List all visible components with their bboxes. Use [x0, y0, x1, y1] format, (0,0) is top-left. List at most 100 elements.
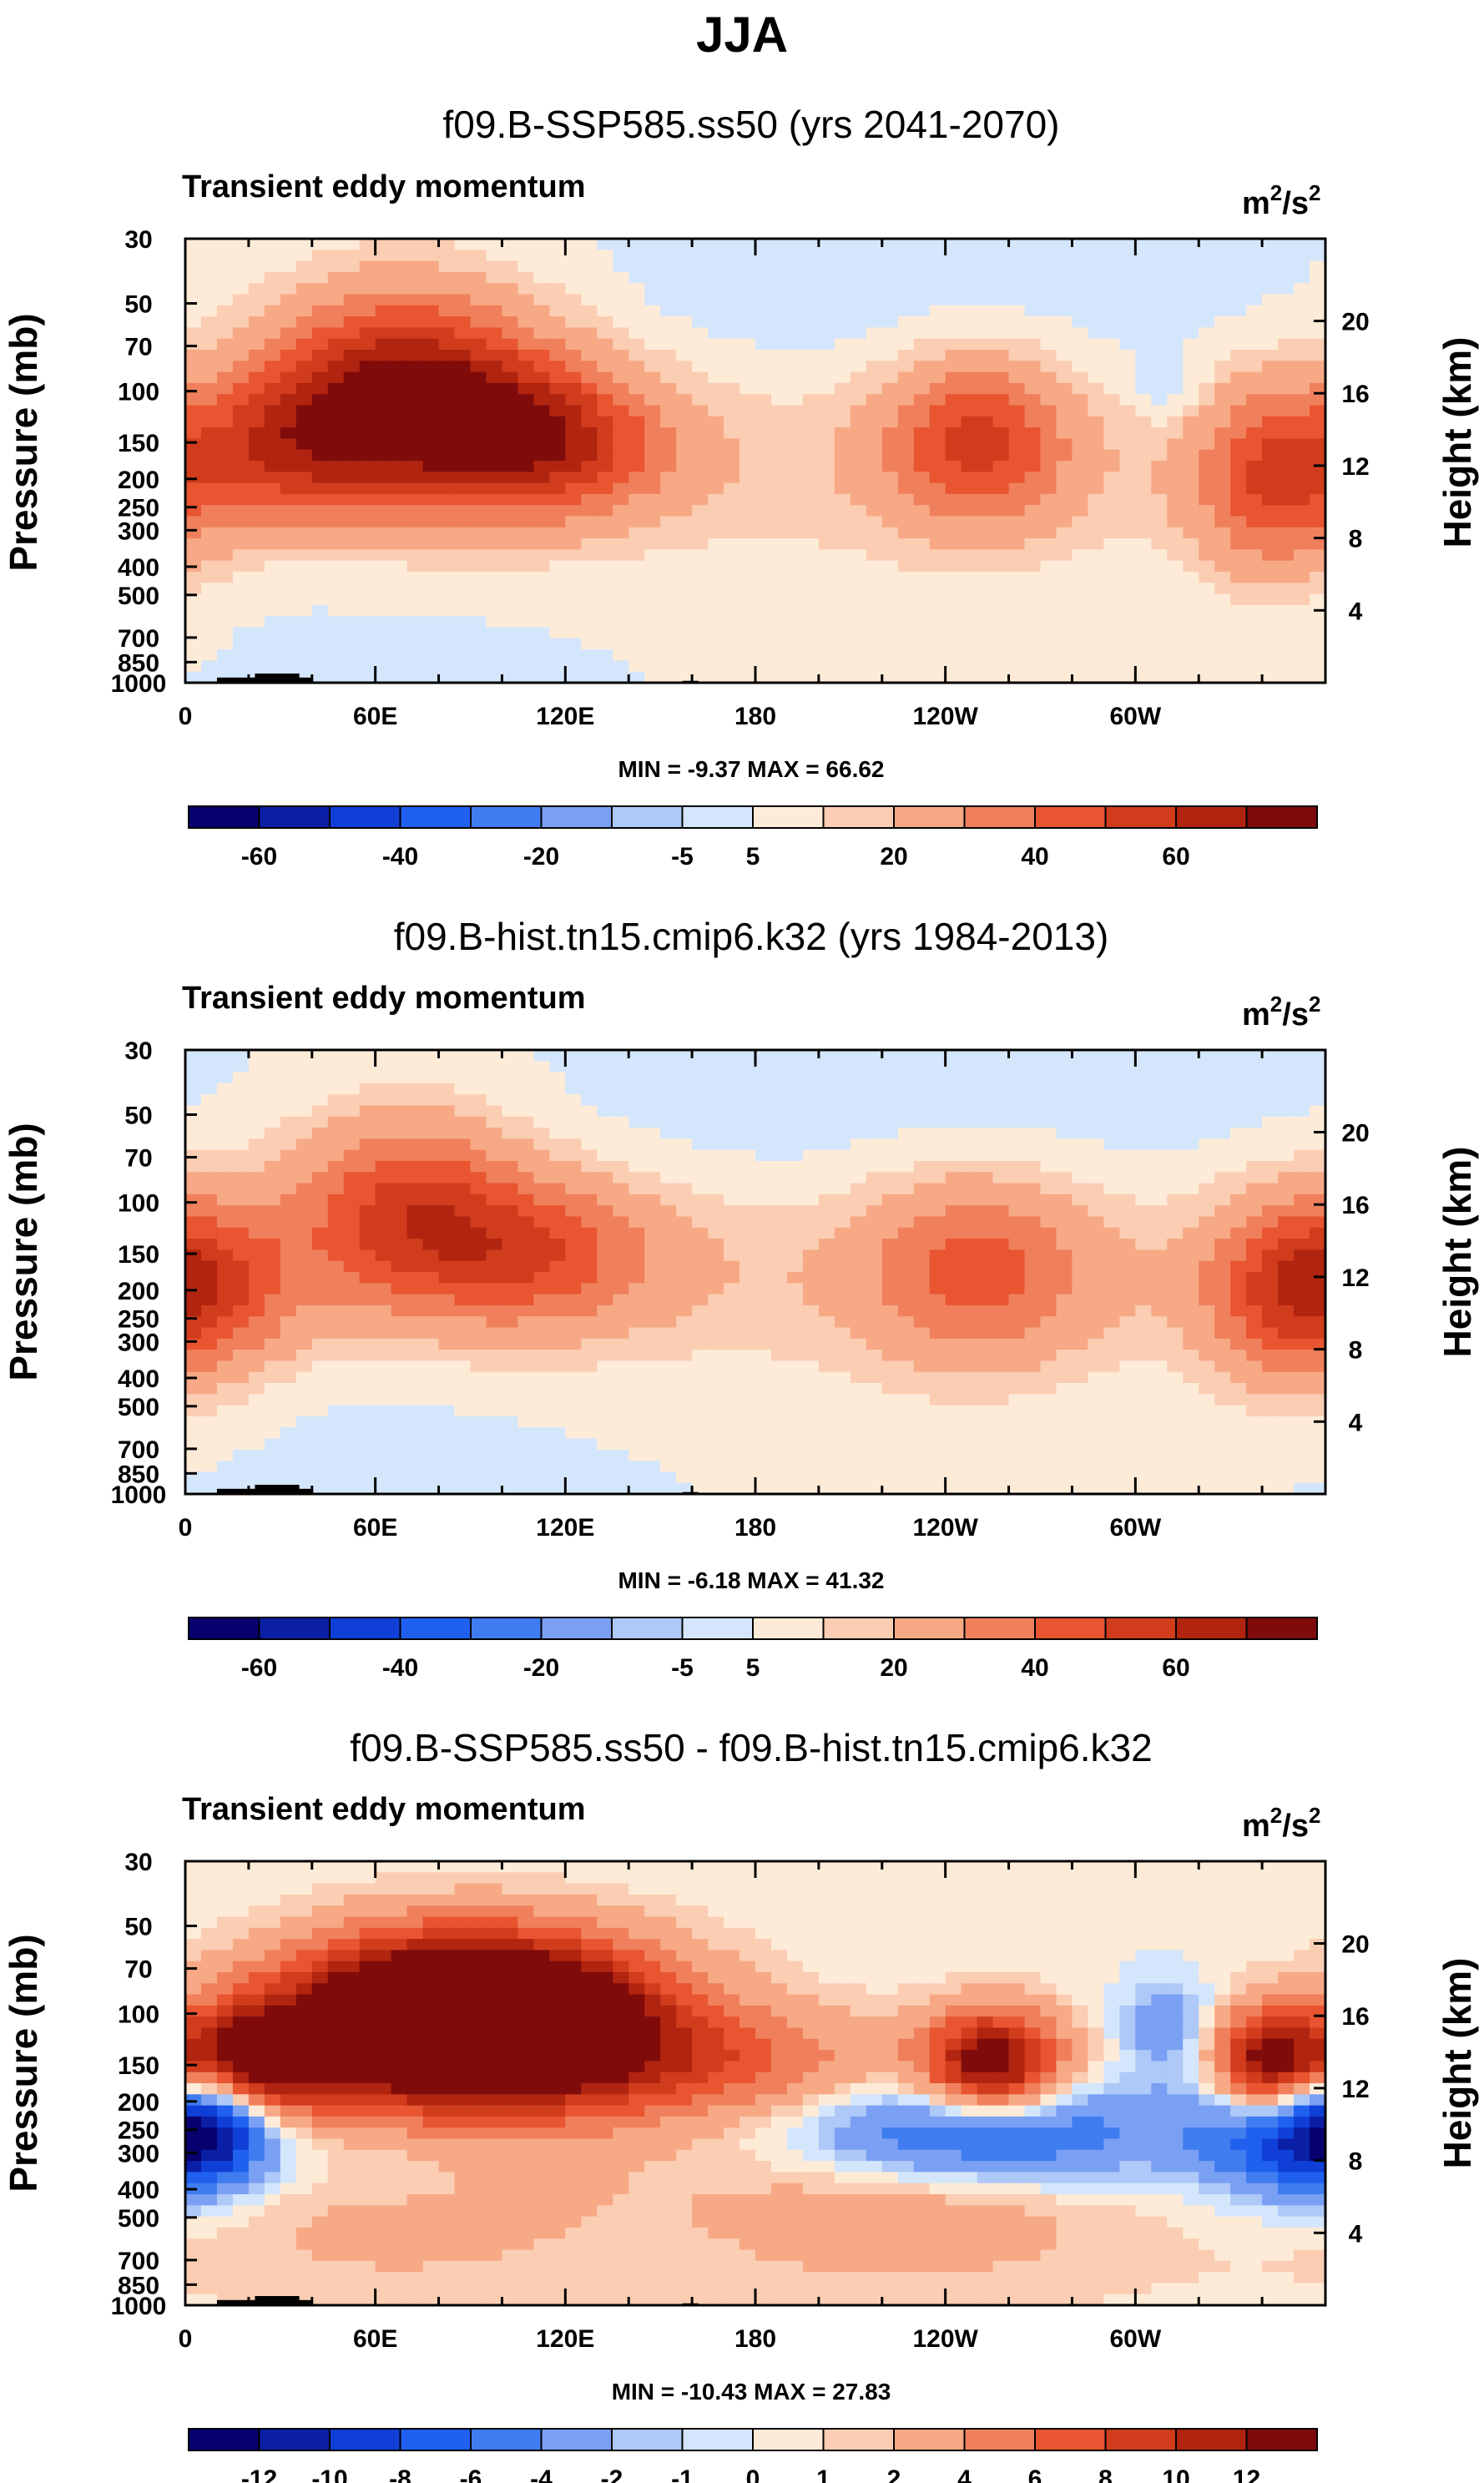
field-cell	[929, 1172, 946, 1184]
field-cell	[897, 1061, 915, 1073]
field-cell	[438, 438, 456, 451]
field-cell	[1103, 1194, 1120, 1206]
field-cell	[454, 1050, 472, 1062]
field-cell	[581, 1227, 598, 1239]
field-cell	[1024, 627, 1042, 639]
field-cell	[802, 1239, 820, 1250]
field-cell	[644, 461, 661, 472]
field-cell	[866, 283, 883, 295]
field-cell	[1230, 294, 1247, 306]
field-cell	[1214, 527, 1231, 539]
colorbar-swatch	[188, 805, 260, 829]
field-cell	[1183, 1227, 1199, 1239]
field-cell	[1167, 616, 1184, 628]
field-cell	[470, 1072, 487, 1084]
field-cell	[311, 449, 329, 462]
field-cell	[422, 482, 440, 495]
field-cell	[977, 627, 994, 639]
field-cell	[517, 1350, 534, 1361]
field-cell	[961, 405, 978, 417]
field-cell	[1214, 283, 1231, 295]
field-cell	[200, 1283, 218, 1295]
field-cell	[1008, 505, 1026, 517]
field-cell	[628, 1216, 645, 1229]
field-cell	[945, 1138, 962, 1151]
field-cell	[581, 593, 598, 606]
field-cell	[422, 1239, 440, 1250]
field-cell	[628, 1061, 645, 1073]
field-cell	[1278, 1249, 1295, 1262]
field-cell	[1246, 1149, 1263, 1162]
field-cell	[1278, 1116, 1295, 1128]
field-cell	[597, 371, 613, 384]
field-cell	[1040, 516, 1057, 528]
field-cell	[422, 271, 440, 284]
field-cell	[1183, 593, 1199, 606]
field-cell	[945, 405, 962, 417]
field-cell	[1008, 593, 1026, 606]
field-cell	[739, 472, 756, 484]
field-cell	[724, 671, 740, 684]
y-tick-label: 70	[124, 334, 152, 361]
field-cell	[200, 638, 218, 650]
field-cell	[375, 1094, 392, 1107]
field-cell	[1278, 493, 1295, 506]
field-cell	[185, 305, 202, 317]
field-cell	[613, 493, 629, 506]
field-cell	[597, 516, 613, 528]
field-cell	[992, 1116, 1010, 1128]
field-cell	[216, 305, 234, 317]
field-cell	[343, 505, 361, 517]
field-cell	[897, 649, 915, 661]
field-cell	[1103, 461, 1120, 472]
field-cell	[786, 1094, 804, 1107]
field-cell	[597, 382, 613, 395]
field-cell	[232, 638, 250, 650]
field-cell	[406, 1094, 424, 1107]
field-cell	[327, 616, 345, 628]
field-cell	[327, 560, 345, 573]
field-cell	[1246, 1172, 1263, 1184]
field-cell	[1056, 572, 1073, 583]
field-cell	[581, 549, 598, 562]
field-cell	[216, 649, 234, 661]
field-cell	[295, 1083, 313, 1095]
field-cell	[1246, 649, 1263, 661]
field-cell	[897, 516, 915, 528]
field-cell	[739, 1239, 756, 1250]
field-cell	[929, 638, 946, 650]
field-cell	[502, 371, 519, 384]
field-cell	[834, 1061, 851, 1073]
field-cell	[375, 394, 392, 406]
field-cell	[786, 371, 804, 384]
field-cell	[708, 438, 724, 451]
field-cell	[755, 1239, 772, 1250]
field-cell	[1294, 1239, 1310, 1250]
field-cell	[1103, 560, 1120, 573]
field-cell	[454, 1161, 472, 1173]
field-cell	[264, 472, 281, 484]
field-cell	[676, 549, 693, 562]
field-cell	[676, 572, 693, 583]
field-cell	[200, 627, 218, 639]
field-cell	[391, 338, 408, 351]
field-cell	[1214, 271, 1231, 284]
field-cell	[1230, 493, 1247, 506]
field-cell	[597, 527, 613, 539]
field-cell	[1183, 461, 1199, 472]
field-cell	[200, 660, 218, 673]
field-cell	[692, 1116, 709, 1128]
field-cell	[1024, 505, 1042, 517]
field-cell	[343, 1161, 361, 1173]
field-cell	[248, 382, 265, 395]
field-cell	[881, 283, 899, 295]
field-cell	[739, 1094, 756, 1107]
field-cell	[628, 449, 645, 462]
field-cell	[881, 604, 899, 617]
field-cell	[470, 382, 487, 395]
field-cell	[1183, 516, 1199, 528]
field-cell	[549, 1338, 566, 1350]
field-cell	[1199, 583, 1215, 595]
field-cell	[1310, 438, 1326, 451]
field-cell	[454, 671, 472, 684]
